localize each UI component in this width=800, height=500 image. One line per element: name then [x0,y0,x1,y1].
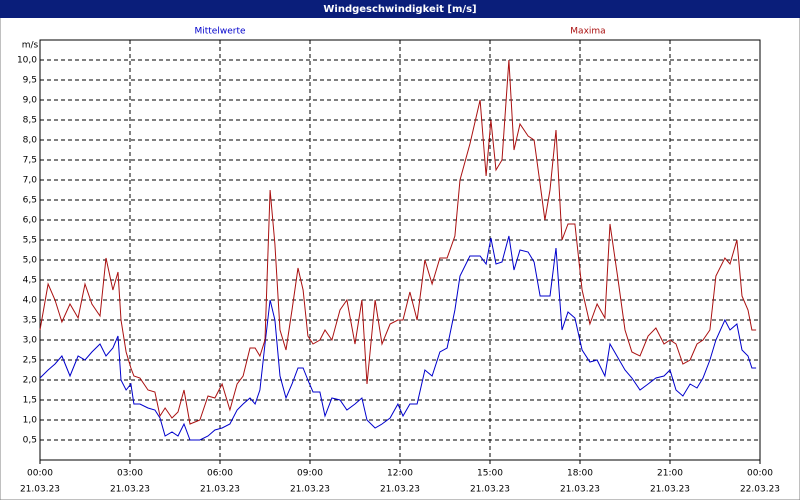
x-tick-date: 21.03.23 [470,485,510,495]
x-tick-label: 21:00 [657,469,683,479]
x-tick-date: 21.03.23 [560,485,600,495]
x-tick-date: 21.03.23 [200,485,240,495]
line-series [39,59,757,425]
y-tick-label: 2,5 [23,356,37,366]
x-tick-label: 09:00 [297,469,323,479]
x-tick-date: 21.03.23 [20,485,60,495]
y-tick-label: 8,5 [23,116,37,126]
line-series [39,235,757,441]
y-tick-label: 4,5 [23,276,37,286]
x-tick-date: 21.03.23 [650,485,690,495]
y-tick-label: 7,0 [23,176,38,186]
y-tick-label: 3,5 [23,316,37,326]
y-tick-label: 1,5 [23,396,37,406]
y-tick-label: 8,0 [23,136,38,146]
x-tick-label: 00:00 [27,469,53,479]
y-tick-label: 6,0 [23,216,38,226]
legend-label: Mittelwerte [194,27,245,37]
y-tick-label: 9,0 [23,96,38,106]
y-unit: m/s [22,41,39,51]
y-tick-label: 10,0 [17,56,37,66]
x-tick-date: 21.03.23 [110,485,150,495]
y-tick-label: 9,5 [23,76,37,86]
y-tick-label: 6,5 [23,196,37,206]
y-tick-label: 7,5 [23,156,37,166]
y-tick-label: 3,0 [23,336,38,346]
legend-label: Maxima [570,27,605,37]
x-tick-date: 22.03.23 [740,485,780,495]
x-tick-label: 15:00 [477,469,503,479]
y-tick-label: 2,0 [23,376,38,386]
y-tick-label: 1,0 [23,416,38,426]
y-tick-label: 0,5 [23,436,37,446]
x-tick-label: 06:00 [207,469,233,479]
x-tick-label: 12:00 [387,469,413,479]
x-tick-label: 00:00 [747,469,773,479]
x-tick-label: 18:00 [567,469,593,479]
y-tick-label: 4,0 [23,296,38,306]
x-tick-label: 03:00 [117,469,143,479]
x-tick-date: 21.03.23 [290,485,330,495]
chart-title: Windgeschwindigkeit [m/s] [323,4,476,15]
y-tick-label: 5,0 [23,256,38,266]
title-bar [0,0,800,18]
y-tick-label: 5,5 [23,236,37,246]
x-tick-date: 21.03.23 [380,485,420,495]
plot-border [39,39,761,461]
